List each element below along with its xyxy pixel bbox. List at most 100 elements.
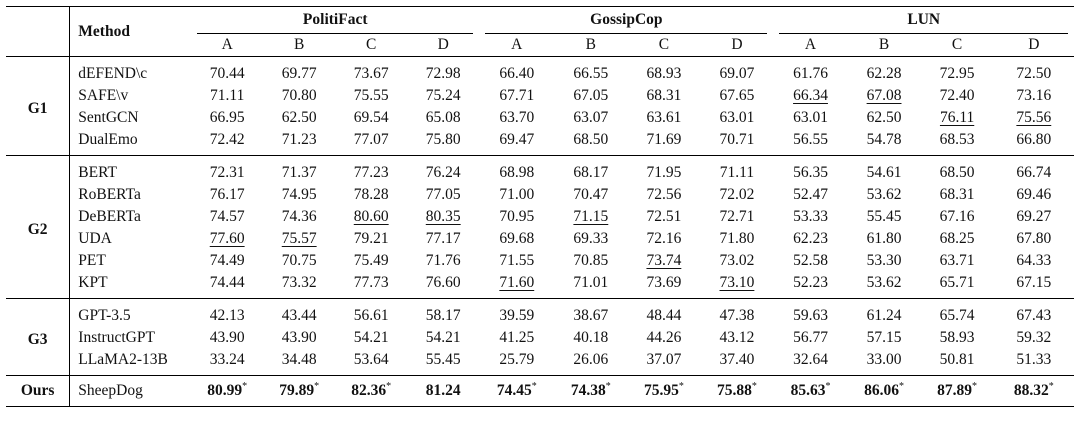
score-cell: 69.68: [479, 228, 554, 250]
significance-marker: *: [531, 380, 537, 392]
score-value: 80.99: [207, 382, 243, 399]
score-value: 67.08: [866, 87, 902, 104]
score-cell: 52.58: [773, 250, 847, 272]
score-cell: 39.59: [479, 298, 555, 327]
method-name: RoBERTa: [78, 186, 141, 203]
score-cell: 34.48: [263, 349, 335, 376]
method-name: SheepDog: [69, 375, 192, 407]
score-cell: 85.63*: [773, 375, 848, 407]
method-name: InstructGPT: [78, 329, 155, 346]
score-cell: 66.80: [994, 129, 1074, 156]
score-cell: 69.33: [554, 228, 627, 250]
score-value: 73.02: [719, 252, 755, 269]
score-cell: 69.47: [479, 129, 554, 156]
score-value: 69.68: [499, 230, 535, 247]
subcolumn-header: D: [700, 34, 774, 57]
score-cell: 74.57: [191, 206, 263, 228]
score-cell: 69.27: [994, 206, 1074, 228]
score-value: 78.28: [353, 186, 389, 203]
score-value: 56.61: [353, 307, 389, 324]
score-value: 70.44: [209, 65, 245, 82]
score-cell: 80.99*: [191, 375, 264, 407]
score-value: 67.43: [1016, 307, 1052, 324]
score-value: 75.80: [425, 131, 461, 148]
score-cell: 54.78: [848, 129, 921, 156]
score-cell: 71.11: [700, 155, 774, 184]
score-cell: 57.15: [848, 327, 921, 349]
score-cell: 55.45: [407, 349, 479, 376]
score-value: 71.37: [281, 164, 317, 181]
score-value: 26.06: [573, 351, 609, 368]
subcolumn-header: C: [627, 34, 701, 57]
score-value: 61.24: [866, 307, 902, 324]
score-value: 87.89: [937, 382, 973, 399]
score-cell: 73.16: [994, 85, 1074, 107]
score-value: 71.80: [719, 230, 755, 247]
score-cell: 61.80: [848, 228, 921, 250]
score-cell: 72.95: [920, 56, 994, 85]
score-value: 69.77: [281, 65, 317, 82]
significance-marker: *: [751, 380, 757, 392]
method-name: SAFE\v: [78, 87, 129, 104]
score-value: 68.25: [939, 230, 975, 247]
score-value: 73.32: [281, 274, 317, 291]
score-cell: 73.10: [700, 272, 773, 299]
score-value: 66.40: [499, 65, 535, 82]
score-cell: 62.23: [773, 228, 847, 250]
score-value: 71.11: [210, 87, 245, 104]
score-value: 85.63: [790, 382, 826, 399]
score-value: 63.01: [719, 109, 755, 126]
score-value: 68.31: [646, 87, 682, 104]
score-value: 71.76: [425, 252, 461, 269]
score-cell: 71.01: [554, 272, 627, 299]
score-value: 71.00: [499, 186, 535, 203]
score-cell: 68.31: [921, 184, 994, 206]
score-cell: 76.60: [407, 272, 479, 299]
score-value: 62.50: [866, 109, 902, 126]
score-value: 52.23: [793, 274, 828, 291]
group-label: G3: [6, 298, 71, 376]
significance-marker: *: [242, 380, 248, 392]
score-cell: 68.50: [920, 155, 994, 184]
score-value: 40.18: [573, 329, 609, 346]
table-row: SentGCN 66.95 62.50 69.54 65.08 63.70 63.07 63.…: [6, 107, 1074, 129]
table-row: PET 74.49 70.75 75.49 71.76 71.55 70.85 73.74 73…: [6, 250, 1074, 272]
score-value: 64.33: [1016, 252, 1052, 269]
score-value: 74.36: [281, 208, 317, 225]
score-cell: 54.61: [847, 155, 921, 184]
score-cell: 65.71: [921, 272, 994, 299]
score-cell: 68.17: [554, 155, 628, 184]
score-value: 73.67: [353, 65, 389, 82]
score-cell: 44.26: [627, 327, 700, 349]
score-value: 33.24: [209, 351, 245, 368]
score-value: 72.50: [1016, 65, 1052, 82]
score-value: 73.69: [646, 274, 682, 291]
score-cell: 70.71: [700, 129, 773, 156]
score-cell: 71.23: [263, 129, 335, 156]
score-value: 73.74: [646, 252, 682, 269]
score-cell: 67.08: [848, 85, 921, 107]
score-value: 68.98: [499, 164, 535, 181]
table-row: RoBERTa 76.17 74.95 78.28 77.05 71.00 70.47 72.…: [6, 184, 1074, 206]
score-value: 72.31: [209, 164, 245, 181]
score-value: 75.56: [1016, 109, 1052, 126]
table-row: KPT 74.44 73.32 77.73 76.60 71.60 71.01 73.69 73…: [6, 272, 1074, 299]
score-value: 33.00: [866, 351, 902, 368]
group-label: G2: [6, 155, 71, 299]
score-cell: 53.62: [848, 184, 921, 206]
score-value: 56.35: [793, 164, 828, 181]
score-cell: 56.35: [773, 155, 848, 184]
score-cell: 63.01: [773, 107, 847, 129]
score-value: 69.46: [1016, 186, 1052, 203]
score-cell: 66.55: [554, 56, 628, 85]
score-cell: 70.85: [554, 250, 627, 272]
score-value: 70.95: [499, 208, 535, 225]
score-cell: 65.08: [407, 107, 479, 129]
score-cell: 59.32: [994, 327, 1074, 349]
method-header: Method: [69, 6, 192, 57]
score-value: 67.15: [1016, 274, 1052, 291]
score-cell: 86.06*: [847, 375, 921, 407]
significance-marker: *: [314, 380, 320, 392]
method-name: DualEmo: [78, 131, 138, 148]
score-cell: 74.49: [191, 250, 263, 272]
